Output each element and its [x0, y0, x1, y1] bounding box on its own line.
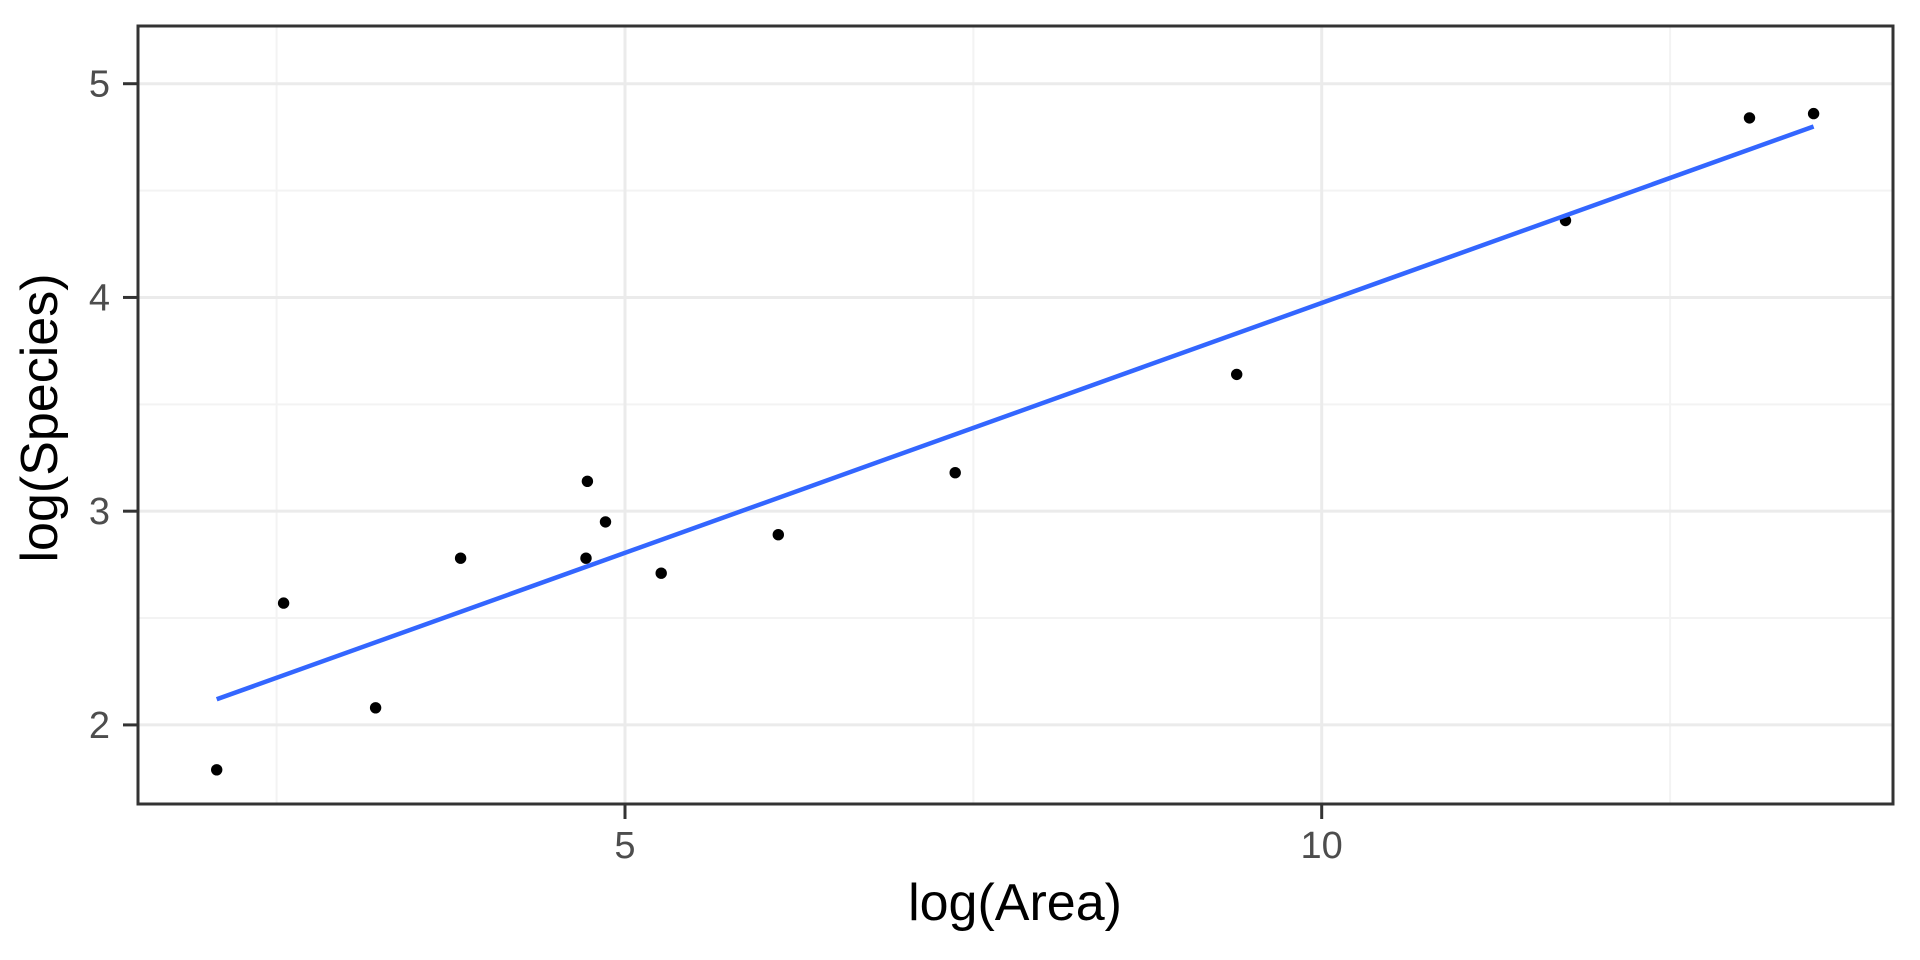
scatter-point	[580, 552, 592, 564]
data-points	[211, 107, 1820, 776]
scatter-point	[655, 567, 667, 579]
scatter-point	[1231, 368, 1243, 381]
scatter-point	[211, 764, 223, 776]
y-tick-label: 2	[89, 705, 110, 747]
y-axis-title: log(Species)	[11, 273, 69, 562]
x-tick-label: 10	[1301, 825, 1343, 867]
scatter-point	[1807, 107, 1820, 120]
y-tick-labels: 2 3 4 5	[89, 64, 110, 747]
minor-gridlines	[138, 26, 1893, 804]
major-gridlines	[138, 26, 1893, 804]
scatter-point	[1743, 112, 1756, 124]
x-tick-labels: 5 10	[614, 825, 1342, 867]
axis-ticks	[123, 82, 1324, 819]
y-tick-label: 5	[89, 64, 110, 106]
scatter-point	[454, 552, 467, 564]
x-tick-label: 5	[614, 825, 635, 867]
scatter-point	[581, 475, 594, 487]
trend-line-layer	[215, 124, 1815, 702]
y-tick-label: 4	[89, 277, 110, 319]
x-axis-title: log(Area)	[908, 874, 1122, 932]
scatter-point	[949, 467, 961, 479]
scatter-point	[369, 702, 382, 714]
scatter-point	[599, 516, 612, 528]
scatter-point	[277, 597, 290, 609]
scatter-point	[772, 529, 784, 541]
regression-line	[215, 124, 1815, 702]
y-tick-label: 3	[89, 491, 110, 533]
panel-border	[136, 24, 1895, 806]
